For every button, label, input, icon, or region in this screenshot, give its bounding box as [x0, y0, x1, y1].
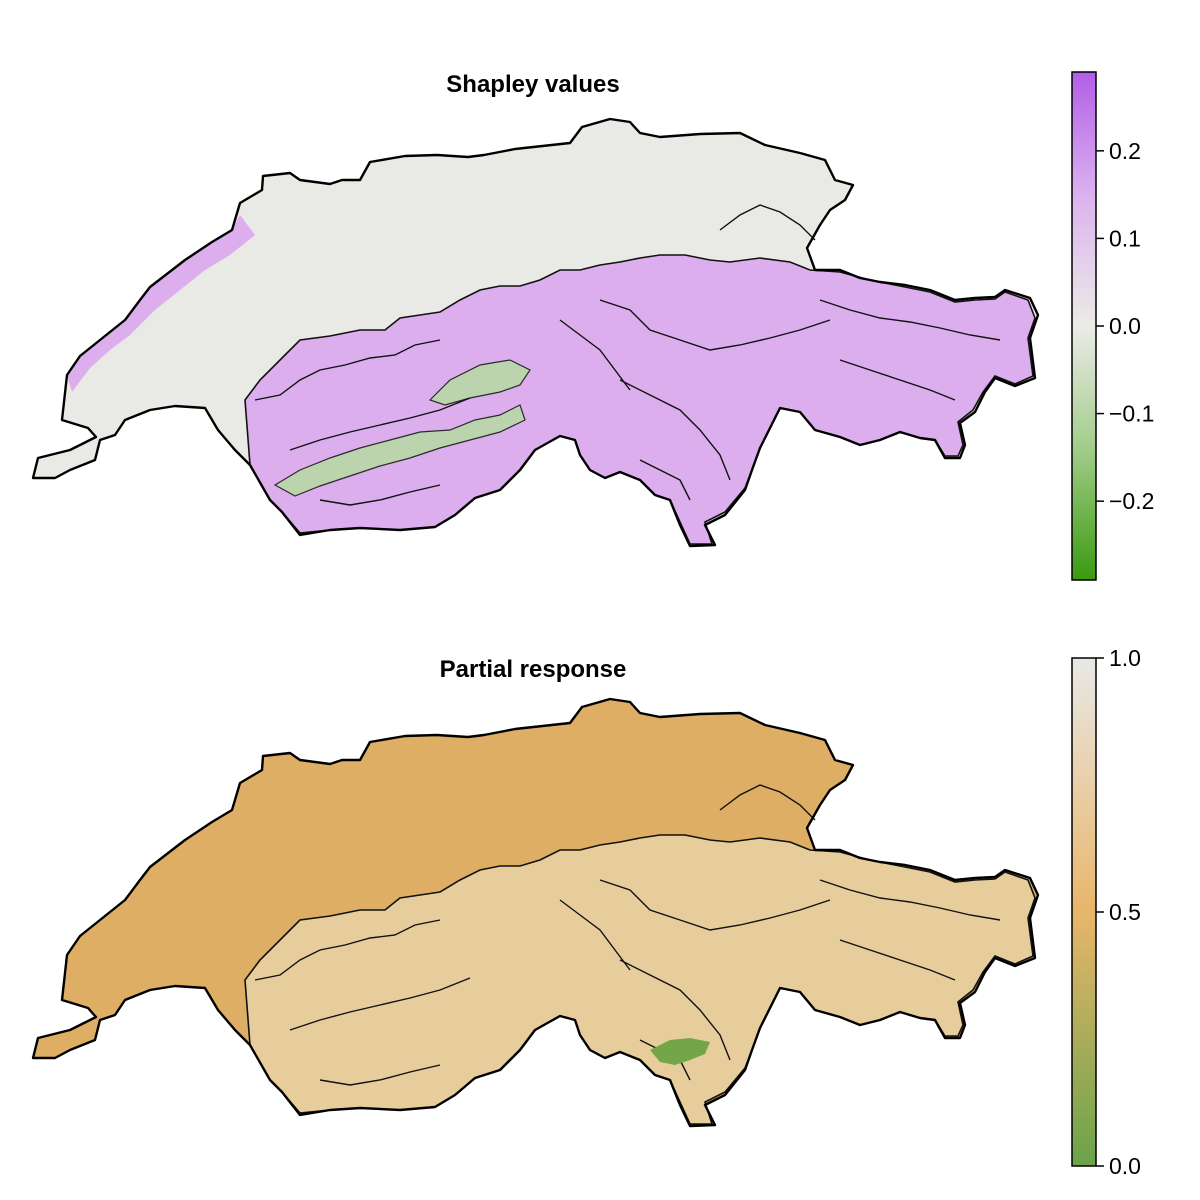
colorbar-tick-label: 1.0: [1109, 645, 1141, 671]
chart-title: Partial response: [440, 656, 627, 683]
colorbar-tick-label: 0.5: [1109, 899, 1141, 925]
chart-title: Shapley values: [446, 71, 619, 98]
switzerland-map: [31, 117, 1040, 548]
colorbar-tick-label: −0.2: [1109, 488, 1154, 514]
valley-zone: [428, 359, 531, 406]
alpine-zone: [245, 835, 1035, 1124]
contour-line: [599, 879, 831, 931]
switzerland-map: [31, 697, 1040, 1128]
contour-line: [289, 977, 471, 1031]
valley-zone: [273, 404, 526, 497]
shapley-chart: Shapley values 0.2 0.1 0.0 −0.1 −0.2: [31, 71, 1154, 581]
colorbar-bar: [1071, 657, 1097, 1167]
contour-line: [819, 299, 1001, 341]
contour-line: [319, 1064, 441, 1086]
country-outline: [31, 697, 1040, 1128]
country-outline: [31, 117, 1040, 548]
contour-line: [839, 359, 956, 401]
shapley-panel: Shapley values 0.2 0.1 0.0 −0.1 −0.2: [31, 71, 1154, 581]
contour-line: [254, 339, 441, 401]
contour-line: [319, 484, 441, 506]
contour-line: [254, 919, 441, 981]
contour-line: [839, 939, 956, 981]
colorbar-tick-label: −0.1: [1109, 401, 1154, 427]
contour-line: [619, 379, 731, 481]
contour-line: [639, 459, 691, 501]
partial-response-chart: Partial response 1.0 0.5 0.0: [31, 645, 1141, 1179]
colorbar-bar: [1071, 71, 1097, 581]
colorbar-tick-label: 0.0: [1109, 313, 1141, 339]
contour-line: [559, 319, 631, 391]
contour-line: [719, 204, 816, 241]
colorbar-tick-label: 0.0: [1109, 1153, 1141, 1179]
contour-line: [819, 879, 1001, 921]
colorbar-tick-label: 0.1: [1109, 225, 1141, 251]
partial-response-panel: Partial response 1.0 0.5 0.0: [0, 590, 1200, 1190]
colorbar: 1.0 0.5 0.0: [1071, 645, 1141, 1179]
colorbar: 0.2 0.1 0.0 −0.1 −0.2: [1071, 71, 1154, 581]
contour-line: [719, 784, 816, 821]
contour-line: [289, 397, 471, 451]
low-zone: [650, 1038, 710, 1065]
jura-zone: [67, 215, 255, 392]
alpine-zone: [245, 255, 1035, 544]
colorbar-tick-label: 0.2: [1109, 138, 1141, 164]
contour-line: [559, 899, 631, 971]
contour-line: [619, 959, 731, 1061]
contour-line: [599, 299, 831, 351]
